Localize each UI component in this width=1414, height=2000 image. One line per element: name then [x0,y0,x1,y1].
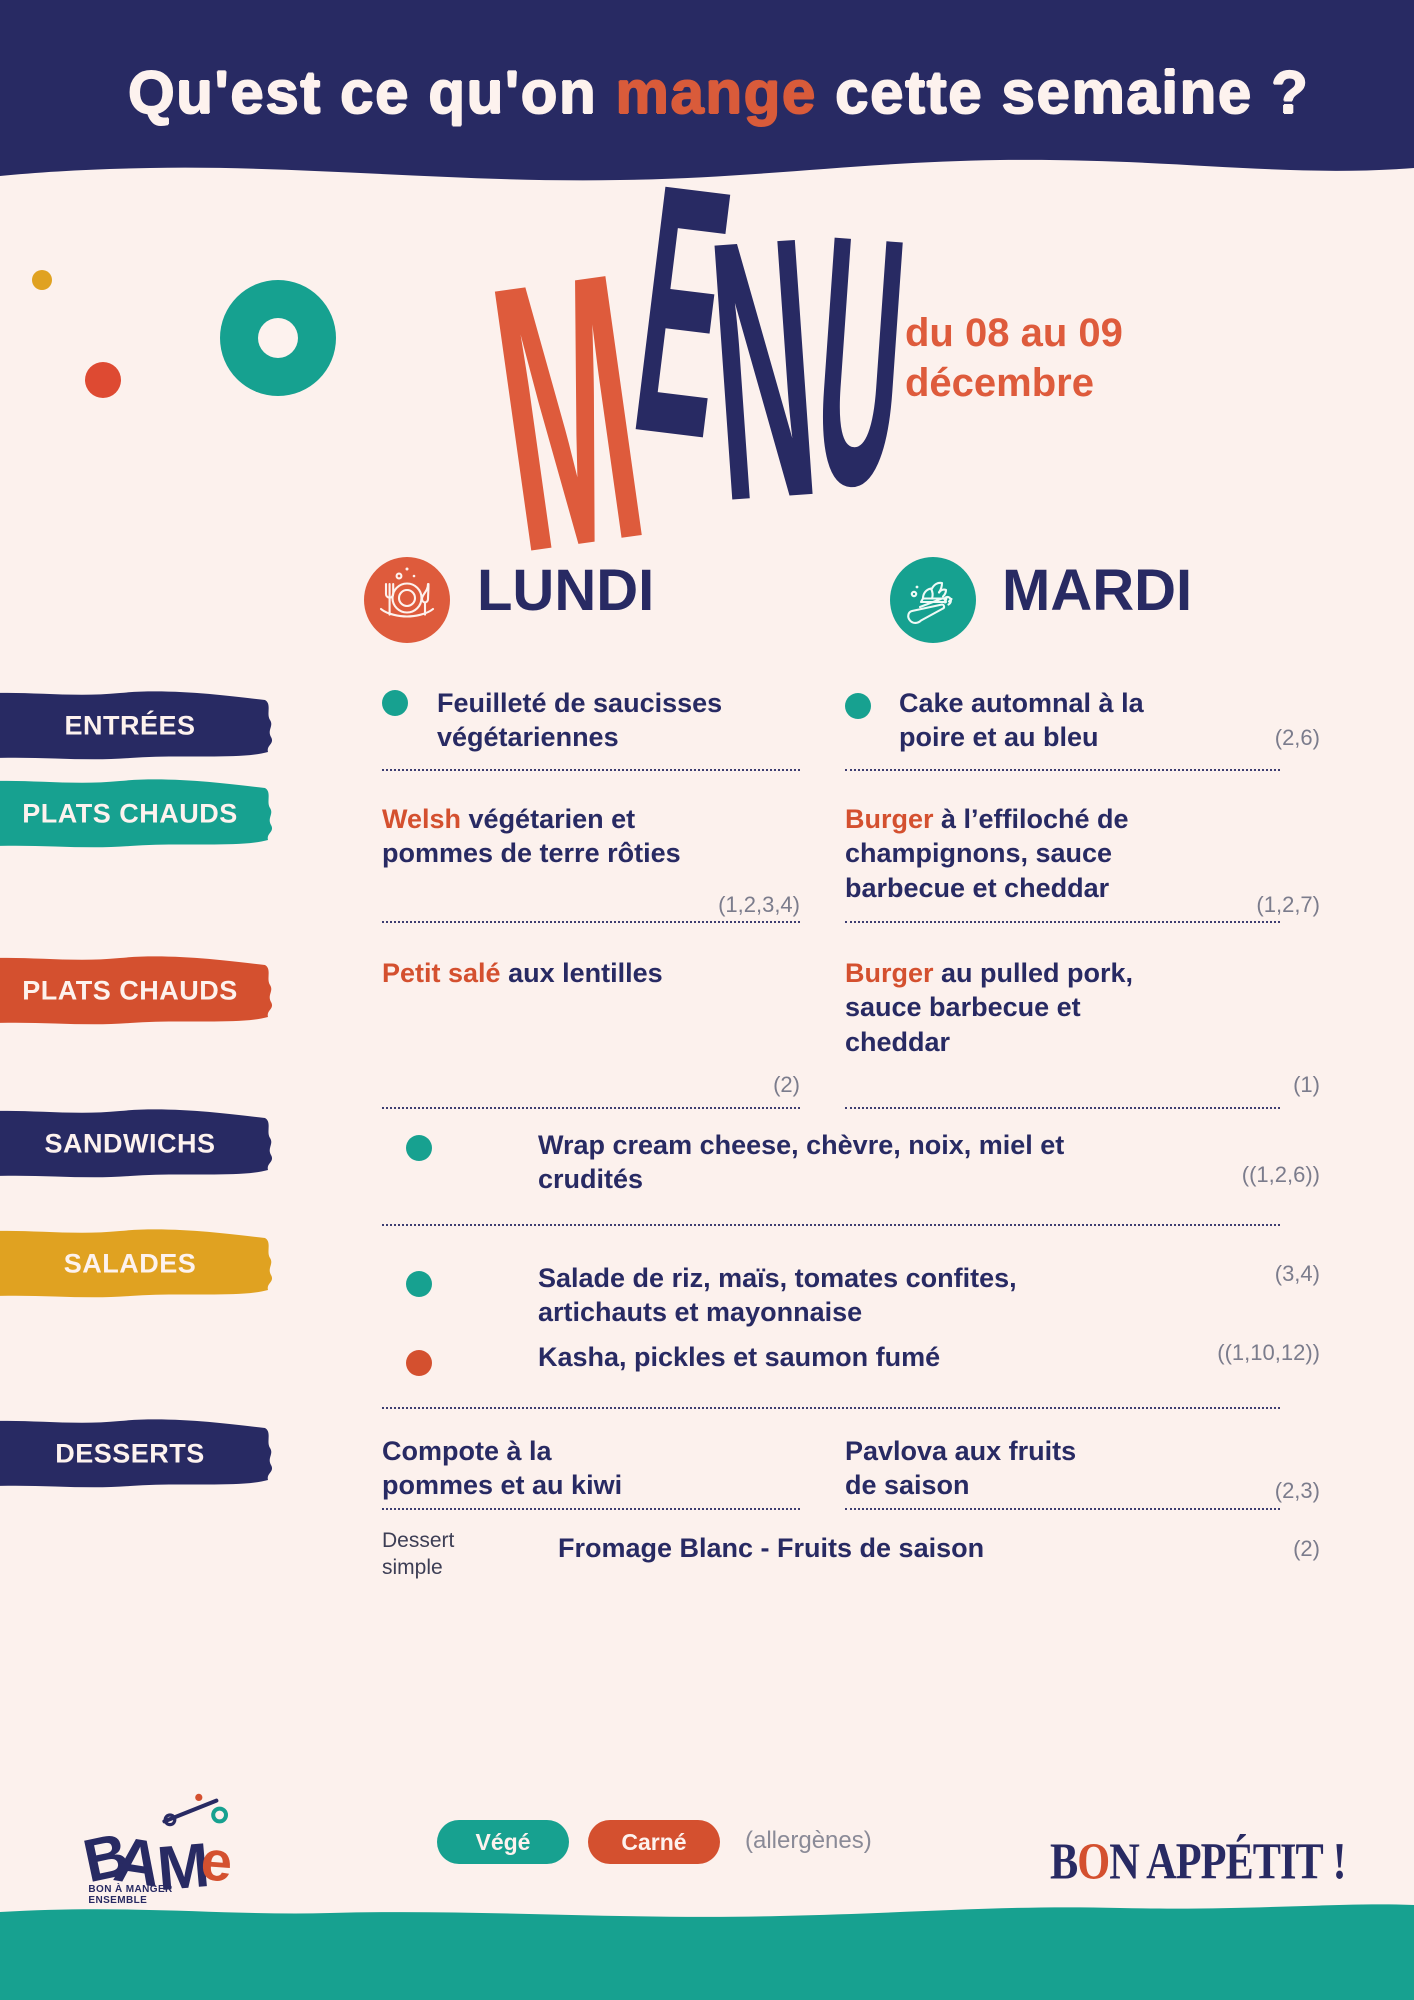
svg-text:e: e [199,1828,234,1893]
svg-text:BON APPÉTIT !: BON APPÉTIT ! [1050,1834,1346,1891]
